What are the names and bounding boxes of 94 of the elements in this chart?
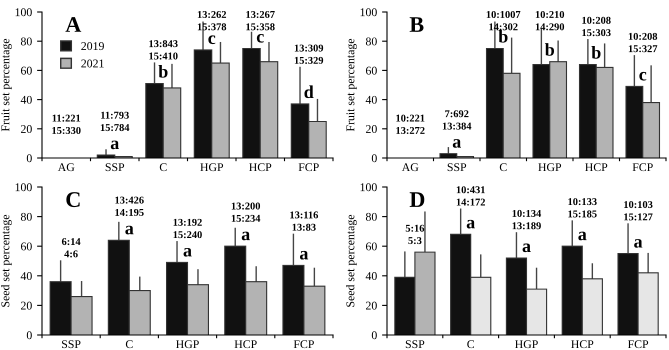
x-tick-label: HGP: [515, 340, 538, 348]
annotation: 11:793 15:784: [100, 112, 130, 132]
annotation: 13:116 13:83: [290, 211, 318, 231]
y-tick-label: 20: [366, 125, 377, 134]
y-tick-label: 0: [372, 154, 377, 162]
annotation: 10:210 14:290: [536, 10, 564, 30]
chart-title: D: [410, 192, 424, 207]
x-tick-label: SSP: [406, 340, 424, 348]
x-tick-label: HCP: [249, 163, 272, 172]
annotation: 13:200 15:234: [232, 202, 260, 222]
annotation: c: [256, 34, 264, 43]
annotation: d: [304, 85, 314, 98]
y-tick-label: 80: [20, 212, 32, 221]
annotation: 10:134 13:189: [512, 210, 542, 230]
x-tick-label: SSP: [106, 163, 124, 172]
y-tick-label: 80: [366, 212, 377, 221]
x-tick-label: C: [126, 340, 133, 348]
y-tick-label: 60: [20, 66, 32, 75]
y-tick-label: 20: [366, 302, 377, 310]
annotation: 5:16 5:3: [406, 224, 424, 244]
y-tick-label: 0: [26, 154, 32, 162]
x-tick-label: FCP: [628, 340, 648, 348]
annotation: 13:267 15:358: [246, 10, 275, 30]
annotation: a: [578, 232, 587, 240]
y-tick-label: 100: [16, 8, 32, 16]
annotation: a: [634, 239, 642, 248]
y-axis-title: Seed set percentage: [1, 214, 12, 307]
annotation: a: [184, 248, 192, 257]
y-axis-title: Fruit set percentage: [346, 38, 357, 132]
annotation: b: [498, 30, 508, 43]
x-tick-label: SSP: [448, 163, 466, 172]
y-tick-label: 40: [366, 96, 377, 104]
annotation: c: [639, 72, 646, 81]
annotation: b: [158, 64, 168, 78]
y-tick-label: 100: [360, 183, 377, 192]
y-tick-label: 40: [20, 272, 32, 280]
x-tick-label: HCP: [571, 340, 594, 348]
annotation: b: [591, 46, 601, 59]
x-tick-label: HCP: [234, 340, 257, 348]
annotation: a: [125, 226, 134, 234]
annotation: 13:309 15:329: [294, 44, 324, 64]
annotation: 13:843 15:410: [149, 40, 178, 60]
annotation: 13:426 14:195: [115, 196, 144, 216]
y-tick-label: 40: [20, 96, 32, 104]
x-tick-label: HCP: [585, 163, 608, 172]
legend-label: 2019: [81, 42, 104, 50]
chart-title: A: [66, 17, 82, 32]
annotation: 13:192 15:240: [174, 218, 202, 238]
annotation: c: [208, 35, 216, 44]
x-tick-label: HGP: [538, 163, 562, 172]
annotation: a: [110, 140, 119, 150]
y-tick-label: 20: [20, 302, 32, 310]
x-tick-label: AG: [402, 163, 418, 172]
y-tick-label: 40: [366, 272, 377, 280]
x-tick-label: SSP: [62, 340, 80, 348]
annotation: 10:208 15:303: [582, 16, 611, 36]
x-tick-label: C: [160, 163, 167, 172]
annotation: b: [544, 43, 554, 56]
annotation: a: [522, 244, 531, 252]
y-tick-label: 80: [366, 37, 377, 46]
x-tick-label: FCP: [294, 340, 314, 348]
annotation: 10:133 15:185: [568, 198, 597, 218]
y-axis-title: Fruit set percentage: [1, 38, 12, 132]
annotation: 10:431 14:172: [456, 186, 486, 206]
x-tick-label: HGP: [176, 340, 199, 348]
legend-label: 2021: [81, 59, 104, 68]
x-tick-label: HGP: [200, 163, 224, 172]
x-tick-label: AG: [58, 163, 74, 172]
x-tick-label: C: [467, 340, 474, 348]
y-tick-label: 60: [366, 66, 377, 75]
y-tick-label: 0: [372, 331, 377, 340]
y-tick-label: 80: [20, 37, 32, 46]
annotation: a: [242, 232, 250, 240]
x-tick-label: FCP: [632, 163, 653, 172]
chart-title: C: [66, 192, 80, 208]
y-tick-label: 100: [360, 8, 377, 16]
x-tick-label: FCP: [298, 163, 319, 172]
y-tick-label: 60: [366, 242, 377, 250]
y-tick-label: 20: [20, 125, 32, 134]
annotation: 6:14 4:6: [62, 238, 80, 258]
annotation: 11:221 15:330: [52, 114, 81, 134]
y-tick-label: 0: [26, 331, 32, 340]
y-tick-label: 60: [20, 242, 32, 250]
annotation: 10:208 15:327: [628, 32, 658, 52]
x-tick-label: C: [500, 163, 507, 172]
annotation: 7:692 13:384: [442, 110, 472, 130]
annotation: a: [466, 220, 475, 228]
chart-title: B: [410, 17, 424, 32]
annotation: 10:221 13:272: [396, 114, 425, 134]
annotation: a: [452, 139, 461, 148]
y-axis-title: Seed set percentage: [346, 214, 357, 307]
y-tick-label: 100: [16, 183, 32, 192]
annotation: a: [300, 250, 308, 260]
annotation: 10:103 15:127: [624, 201, 653, 220]
